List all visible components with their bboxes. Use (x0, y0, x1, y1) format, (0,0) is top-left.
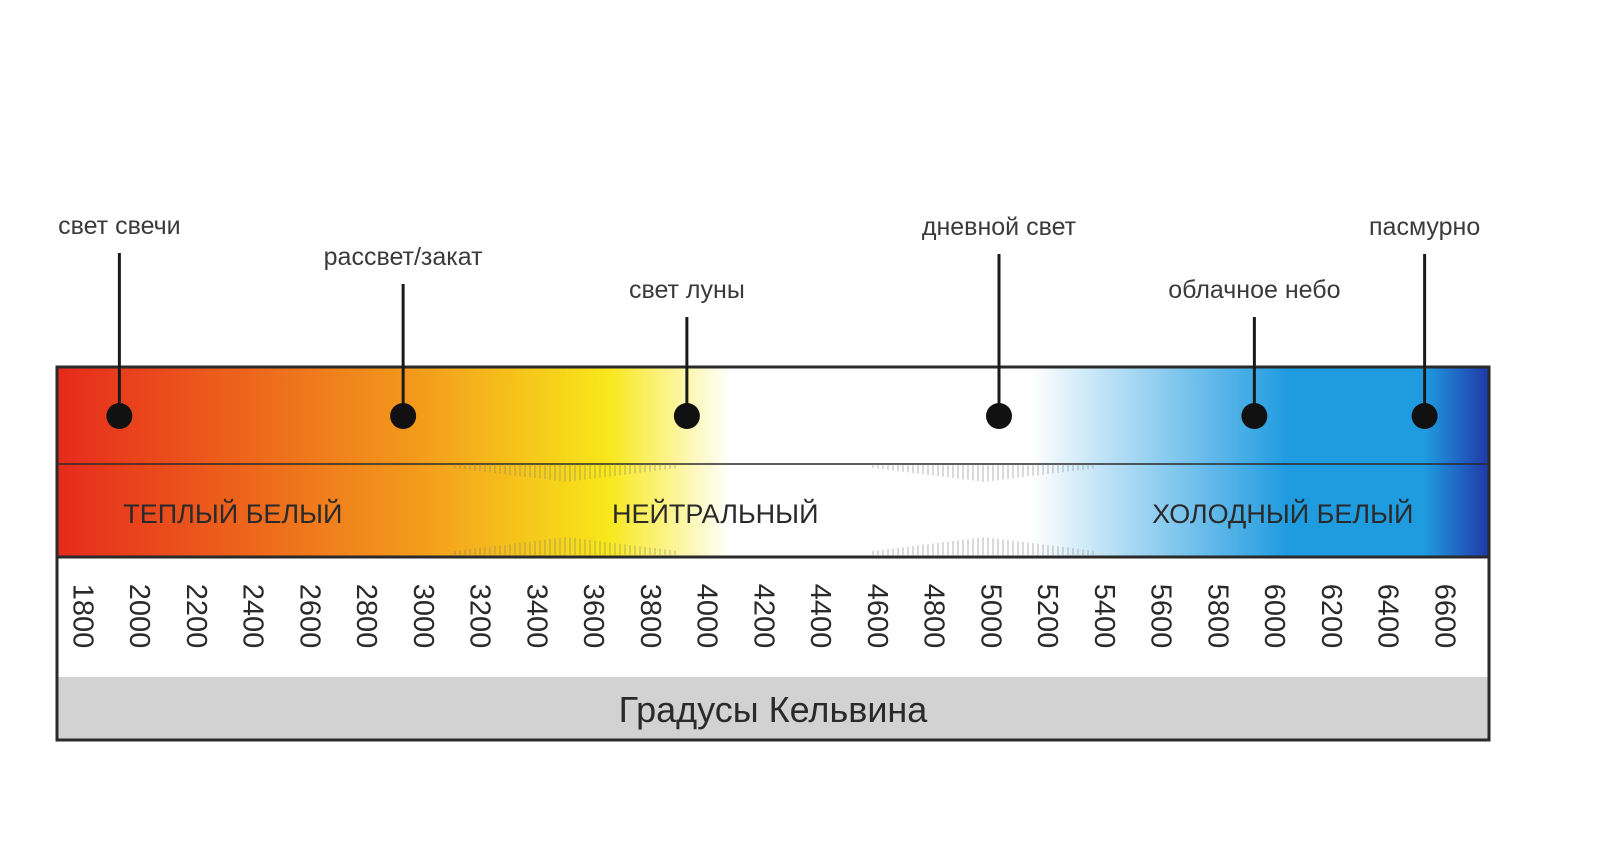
marker-1-label: рассвет/закат (324, 243, 483, 271)
zone-labels: ТЕПЛЫЙ БЕЛЫЙ НЕЙТРАЛЬНЫЙ ХОЛОДНЫЙ БЕЛЫЙ (123, 498, 1413, 529)
zone-label-warm: ТЕПЛЫЙ БЕЛЫЙ (123, 498, 342, 529)
tick-label-5200: 5200 (1031, 584, 1063, 649)
tick-label-6400: 6400 (1372, 584, 1404, 649)
tick-label-2600: 2600 (293, 584, 325, 649)
tick-label-4600: 4600 (861, 584, 893, 649)
diagram-frame (55, 365, 1491, 742)
marker-5-label: пасмурно (1369, 213, 1480, 241)
tick-label-2200: 2200 (180, 584, 212, 649)
tick-label-4400: 4400 (804, 584, 836, 649)
transition-hatching (454, 464, 1094, 555)
tick-label-1800: 1800 (66, 584, 98, 649)
tick-label-6000: 6000 (1258, 584, 1290, 649)
tick-label-4800: 4800 (918, 584, 950, 649)
tick-label-2800: 2800 (350, 584, 382, 649)
marker-2-dot (673, 403, 700, 429)
tick-label-5400: 5400 (1088, 584, 1120, 649)
marker-1-dot (390, 403, 417, 429)
marker-0-label: свет свечи (58, 212, 181, 240)
tick-label-3400: 3400 (520, 584, 552, 649)
marker-4-dot (1241, 403, 1268, 429)
tick-label-6200: 6200 (1315, 584, 1347, 649)
tick-label-3200: 3200 (464, 584, 496, 649)
spectrum-bar (57, 367, 1489, 557)
tick-label-5600: 5600 (1145, 584, 1177, 649)
marker-2-label: свет луны (629, 276, 745, 304)
tick-label-3800: 3800 (634, 584, 666, 649)
tick-label-3000: 3000 (407, 584, 439, 649)
marker-5-dot (1411, 403, 1438, 429)
marker-4-label: облачное небо (1168, 276, 1340, 304)
light-source-markers: свет свечи рассвет/закат свет луны дневной … (58, 212, 1480, 429)
marker-3-label: дневной свет (922, 213, 1077, 241)
zone-label-neutral: НЕЙТРАЛЬНЫЙ (612, 498, 818, 529)
tick-label-5800: 5800 (1201, 584, 1233, 649)
tick-label-6600: 6600 (1428, 584, 1460, 649)
tick-label-3600: 3600 (577, 584, 609, 649)
axis-title: Градусы Кельвина (619, 689, 929, 730)
zone-label-cool: ХОЛОДНЫЙ БЕЛЫЙ (1152, 498, 1413, 529)
marker-3-dot (986, 403, 1012, 429)
kelvin-tick-labels: 1800 2000 2200 2400 2600 2800 3000 3200 3400 3600… (66, 584, 1460, 649)
axis-title-band (57, 677, 1489, 740)
tick-scale-panel (57, 557, 1489, 677)
tick-label-2400: 2400 (237, 584, 269, 649)
tick-label-5000: 5000 (974, 584, 1006, 649)
tick-label-4000: 4000 (691, 584, 723, 649)
tick-label-4200: 4200 (747, 584, 779, 649)
marker-0-dot (106, 403, 133, 429)
tick-label-2000: 2000 (123, 584, 155, 649)
